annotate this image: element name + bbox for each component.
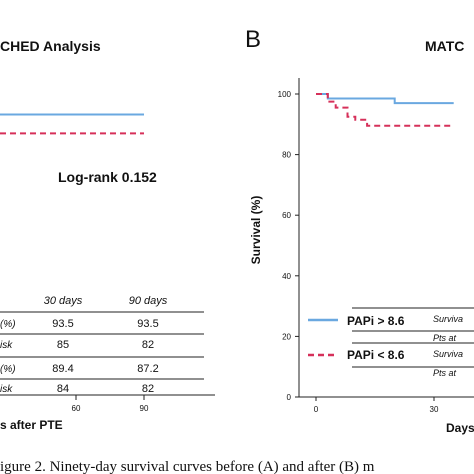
table-row-label: (%) (0, 319, 16, 330)
table-cell: 82 (142, 383, 154, 395)
panel-b: B MATC 0 20 40 60 80 100 0 30 Survival (%) Day… (245, 26, 474, 435)
table-cell: 89.4 (52, 363, 73, 375)
legend-sub: Surviva (433, 314, 463, 324)
panel-a-title: CHED Analysis (0, 38, 101, 54)
panel-a-x-tick-label: 90 (140, 404, 149, 413)
table-cell: 85 (57, 339, 69, 351)
panel-b-legend: PAPi > 8.6 Surviva Pts at PAPi < 8.6 Sur… (308, 307, 474, 378)
legend-label: PAPi > 8.6 (347, 314, 405, 328)
legend-sub: Surviva (433, 349, 463, 359)
panel-b-x-tick-label: 30 (430, 405, 439, 414)
panel-b-y-tick-label: 80 (282, 151, 291, 160)
figure-caption: igure 2. Ninety-day survival curves befo… (0, 459, 375, 474)
table-header: 90 days (129, 295, 168, 307)
panel-b-series-line (316, 93, 454, 105)
panel-b-letter: B (245, 26, 261, 53)
legend-label: PAPi < 8.6 (347, 348, 405, 362)
table-cell: 84 (57, 383, 69, 395)
panel-a-x-label: s after PTE (0, 418, 63, 432)
panel-b-y-label: Survival (%) (249, 196, 263, 265)
legend-sub: Pts at (433, 368, 457, 378)
table-cell: 93.5 (52, 318, 73, 330)
panel-b-y-tick-label: 20 (282, 332, 291, 341)
table-row-label: isk (0, 340, 13, 351)
table-header: 30 days (44, 295, 83, 307)
panel-b-y-tick-label: 0 (287, 393, 292, 402)
table-cell: 82 (142, 339, 154, 351)
panel-b-title: MATC (425, 38, 464, 54)
table-row-label: isk (0, 384, 13, 395)
panel-a-annotation: Log-rank 0.152 (58, 169, 157, 185)
panel-b-x-label: Days (446, 421, 474, 435)
panel-b-y-tick-label: 100 (278, 90, 292, 99)
panel-a-table: 30 days 90 days (%) 93.5 93.5 isk 85 82 … (0, 295, 204, 395)
panel-b-y-tick-label: 60 (282, 211, 291, 220)
table-cell: 93.5 (137, 318, 158, 330)
table-row-label: (%) (0, 364, 16, 375)
panel-b-x-ticks: 0 30 (314, 397, 439, 414)
panel-a-x-ticks: 60 90 (72, 395, 149, 413)
panel-b-y-tick-label: 40 (282, 272, 291, 281)
panel-b-y-ticks: 0 20 40 60 80 100 (278, 90, 299, 402)
panel-b-x-tick-label: 0 (314, 405, 319, 414)
legend-sub: Pts at (433, 333, 457, 343)
table-cell: 87.2 (137, 363, 158, 375)
panel-a: CHED Analysis 60 90 Log-rank 0.152 30 day… (0, 38, 215, 432)
panel-a-x-tick-label: 60 (72, 404, 81, 413)
